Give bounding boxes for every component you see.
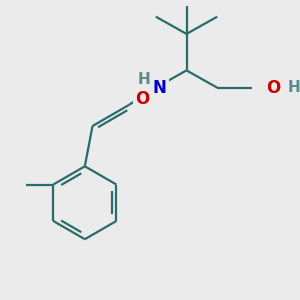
Text: H: H: [288, 80, 300, 95]
Text: N: N: [153, 79, 166, 97]
Text: O: O: [135, 90, 149, 108]
Text: H: H: [138, 73, 151, 88]
Text: O: O: [266, 79, 280, 97]
